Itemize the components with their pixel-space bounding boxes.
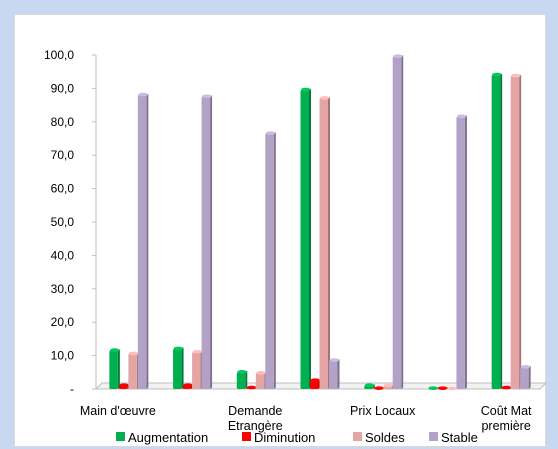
- bar-top: [192, 349, 203, 354]
- bar-top: [256, 371, 266, 375]
- bar-top: [364, 383, 375, 387]
- bar-top: [447, 386, 457, 391]
- bar-top: [393, 54, 403, 58]
- bar-top: [520, 364, 531, 369]
- y-tick-label: 30,0: [51, 282, 75, 296]
- bar-side: [309, 88, 311, 389]
- y-tick-label: 100,0: [44, 48, 74, 62]
- bar-top: [511, 73, 521, 78]
- y-tick-label: 50,0: [51, 215, 75, 229]
- bar: [137, 95, 147, 389]
- legend-swatch: [429, 432, 438, 441]
- bar: [510, 76, 520, 390]
- bar: [236, 372, 246, 389]
- legend-label: Soldes: [365, 430, 405, 445]
- x-tick-label: Demande Etrangère: [228, 404, 283, 433]
- bar: [255, 373, 265, 389]
- bar-top: [109, 348, 120, 352]
- bar-top: [138, 92, 148, 97]
- legend-swatch: [353, 432, 362, 441]
- bar-top: [119, 383, 129, 387]
- bar-side: [210, 95, 213, 389]
- bar-side: [245, 370, 248, 389]
- bar-top: [183, 383, 193, 387]
- bar: [456, 116, 465, 389]
- y-tick-label: 40,0: [51, 248, 75, 262]
- bar-side: [146, 93, 149, 389]
- bar: [520, 367, 529, 389]
- legend-label: Diminution: [254, 430, 315, 445]
- bar-top: [329, 358, 339, 362]
- bar-top: [246, 385, 257, 390]
- bar: [319, 98, 328, 390]
- legend-swatch: [116, 432, 125, 441]
- x-tick-label: Prix Locaux: [350, 404, 416, 418]
- y-tick-label: 80,0: [51, 115, 75, 129]
- bar-side: [528, 365, 531, 389]
- bar-top: [456, 114, 467, 119]
- y-tick-label: 90,0: [51, 81, 75, 95]
- bar-top: [265, 131, 276, 135]
- bar-top: [428, 386, 438, 390]
- bar-top: [310, 378, 320, 382]
- legend-label: Stable: [441, 430, 478, 445]
- legend-label: Augmentation: [128, 430, 208, 445]
- bar-top: [437, 386, 448, 390]
- bar-top: [237, 370, 247, 374]
- y-tick-label: 70,0: [51, 148, 75, 162]
- bar-top: [202, 94, 212, 99]
- bar-top: [501, 385, 512, 390]
- bar: [201, 96, 211, 389]
- bar-side: [273, 131, 276, 390]
- bar: [329, 360, 338, 389]
- y-tick-label: -: [70, 382, 74, 396]
- bar: [392, 56, 402, 390]
- bar: [109, 350, 118, 389]
- bar-top: [492, 72, 502, 77]
- bar-side: [181, 347, 184, 389]
- bar: [192, 352, 201, 389]
- bar-side: [328, 96, 330, 390]
- bar-top: [173, 346, 184, 351]
- bar: [310, 380, 319, 389]
- x-tick-label: Main d'œuvre: [80, 404, 156, 418]
- y-tick-label: 60,0: [51, 182, 75, 196]
- bar-top: [320, 96, 330, 100]
- bar-top: [301, 87, 311, 92]
- bar-side: [401, 55, 404, 390]
- bar: [265, 133, 274, 389]
- y-tick-label: 10,0: [51, 349, 75, 363]
- legend-swatch: [242, 432, 251, 441]
- bar-side: [117, 349, 120, 389]
- bar-side: [519, 74, 522, 390]
- bar-side: [337, 359, 340, 389]
- bar: [173, 348, 182, 389]
- x-tick-label: Coût Mat première: [481, 404, 532, 433]
- bar-top: [374, 386, 384, 390]
- y-tick-label: 20,0: [51, 315, 75, 329]
- bar-side: [500, 73, 503, 389]
- bar-top: [383, 383, 394, 388]
- bar: [300, 90, 309, 389]
- bar-top: [128, 351, 139, 356]
- bar: [128, 353, 137, 389]
- bar: [491, 75, 501, 389]
- bar-side: [464, 115, 467, 389]
